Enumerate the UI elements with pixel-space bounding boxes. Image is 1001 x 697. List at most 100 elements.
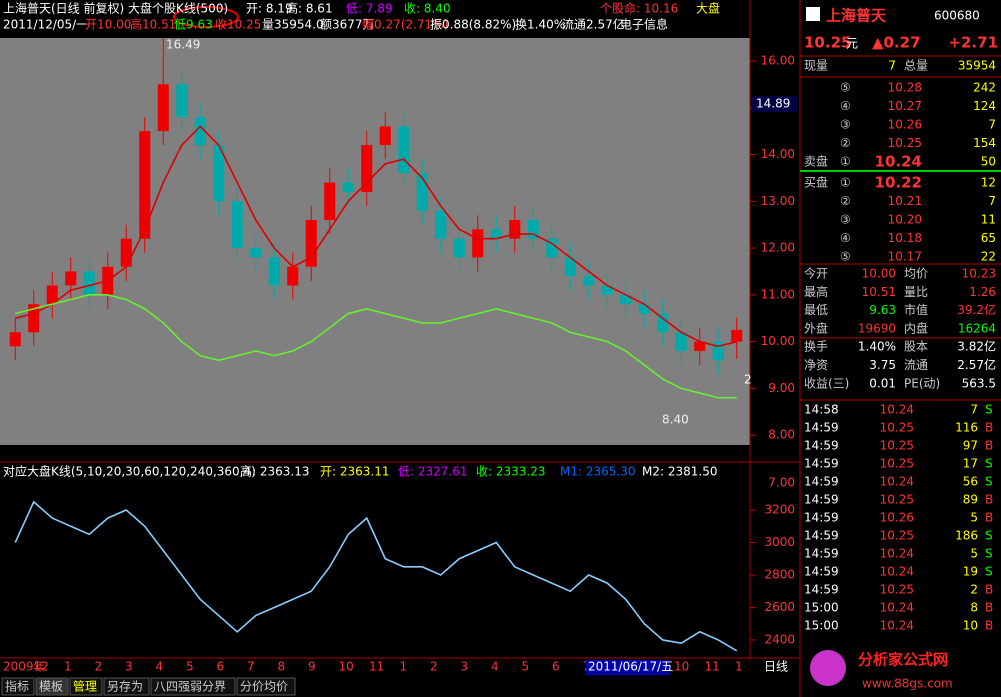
trade-time: 14:59: [804, 547, 839, 561]
label: 16264: [958, 321, 996, 335]
label: 开: 8.19: [246, 2, 293, 16]
trade-side: B: [985, 421, 993, 435]
y-tick-label: 12.00: [761, 241, 795, 255]
label: 收益(三): [804, 376, 849, 390]
candle-body: [9, 332, 21, 347]
label: 1.26: [969, 285, 996, 299]
trade-price: 10.25: [880, 439, 914, 453]
level: ①: [840, 176, 851, 190]
level: ②: [840, 136, 851, 150]
label: 振0.88(8.82%): [430, 18, 516, 32]
tab[interactable]: [1, 677, 35, 696]
trade-price: 10.25: [880, 583, 914, 597]
label: 流通: [904, 358, 928, 372]
tab-label[interactable]: 另存为: [107, 680, 143, 694]
label: 幅0.27(2.71%): [362, 17, 448, 32]
y-tick-label: 13.00: [761, 194, 795, 208]
y-tick-label: 7.00: [768, 476, 795, 490]
month-label: 4: [491, 660, 499, 674]
trade-price: 10.24: [880, 547, 914, 561]
label: 流通2.57亿: [562, 17, 625, 32]
cursor-price-bg: [752, 96, 798, 112]
candle-body: [342, 182, 354, 192]
label: 大盘: [696, 1, 720, 16]
candle-body: [583, 276, 595, 286]
label: 9.63: [869, 303, 896, 317]
book-volume: 12: [981, 176, 996, 190]
label: M1: 2365.30: [560, 465, 635, 479]
candle-body: [28, 304, 40, 333]
label: M2: 2381.50: [642, 465, 717, 479]
candle-body: [490, 229, 502, 239]
tab[interactable]: [150, 677, 236, 696]
tab[interactable]: [35, 677, 69, 696]
label: 0.01: [869, 376, 896, 390]
label: 2.57亿: [957, 357, 996, 372]
label: 量35954.0: [262, 18, 324, 32]
candle-body: [638, 304, 650, 314]
unit: 元: [846, 37, 858, 51]
label: 净资: [804, 358, 828, 372]
candle-body: [379, 126, 391, 146]
tab-label[interactable]: 指标: [5, 679, 29, 694]
tab[interactable]: [236, 677, 296, 696]
label: 10.51: [862, 285, 896, 299]
tab-label[interactable]: 模板: [39, 680, 63, 694]
price: 10.25: [804, 34, 851, 52]
pct: +2.71: [948, 34, 998, 52]
candle-body: [83, 271, 95, 295]
label: 现量: [804, 59, 828, 73]
trade-side: B: [985, 511, 993, 525]
trade-side: B: [985, 619, 993, 633]
book-price: 10.25: [888, 136, 922, 150]
month-label: 3: [461, 660, 469, 674]
candle-body: [250, 248, 262, 258]
label: PE(动): [904, 376, 940, 390]
label: 上海普天(日线 前复权) 大盘个股K线(500): [3, 1, 228, 16]
book-price: 10.22: [875, 174, 922, 192]
candle-body: [176, 84, 188, 118]
tab-label[interactable]: 管理: [73, 679, 97, 694]
tab[interactable]: [103, 677, 150, 696]
trade-time: 14:59: [804, 565, 839, 579]
candle-body: [157, 84, 169, 132]
trade-side: S: [985, 529, 993, 543]
trade-price: 10.25: [880, 421, 914, 435]
trade-price: 10.25: [880, 493, 914, 507]
candle-body: [231, 201, 243, 249]
candle-body: [657, 313, 669, 333]
tab[interactable]: [69, 677, 103, 696]
trade-side: B: [985, 439, 993, 453]
book-volume: 11: [981, 213, 996, 227]
level: ①: [840, 155, 851, 169]
logo-box: [806, 7, 820, 21]
label: 39.2亿: [957, 302, 996, 317]
y-tick-label: 11.00: [761, 287, 795, 301]
trade-time: 14:59: [804, 583, 839, 597]
logo-name: 分析家公式网: [858, 651, 948, 669]
book-volume: 124: [973, 99, 996, 113]
trade-price: 10.24: [880, 601, 914, 615]
label: 额3677万: [320, 18, 375, 32]
trade-volume: 7: [970, 403, 978, 417]
label: 开10.00: [85, 18, 131, 32]
tab-label[interactable]: 八四强弱分界: [154, 680, 226, 694]
trade-time: 14:59: [804, 457, 839, 471]
trade-price: 10.24: [880, 565, 914, 579]
trade-price: 10.24: [880, 403, 914, 417]
month-label: 5: [522, 660, 530, 674]
trade-side: S: [985, 403, 993, 417]
change: ▲0.27: [872, 34, 921, 52]
candle-body: [731, 329, 743, 342]
trade-side: S: [985, 547, 993, 561]
candle-body: [694, 341, 706, 351]
candle-body: [268, 257, 280, 286]
label: 市值: [904, 302, 928, 317]
book-volume: 7: [988, 194, 996, 208]
trade-volume: 186: [955, 529, 978, 543]
candle-body: [305, 219, 317, 267]
label: 量比: [904, 285, 928, 299]
tab-label[interactable]: 分价均价: [240, 680, 288, 694]
month-label: 7: [247, 660, 255, 674]
